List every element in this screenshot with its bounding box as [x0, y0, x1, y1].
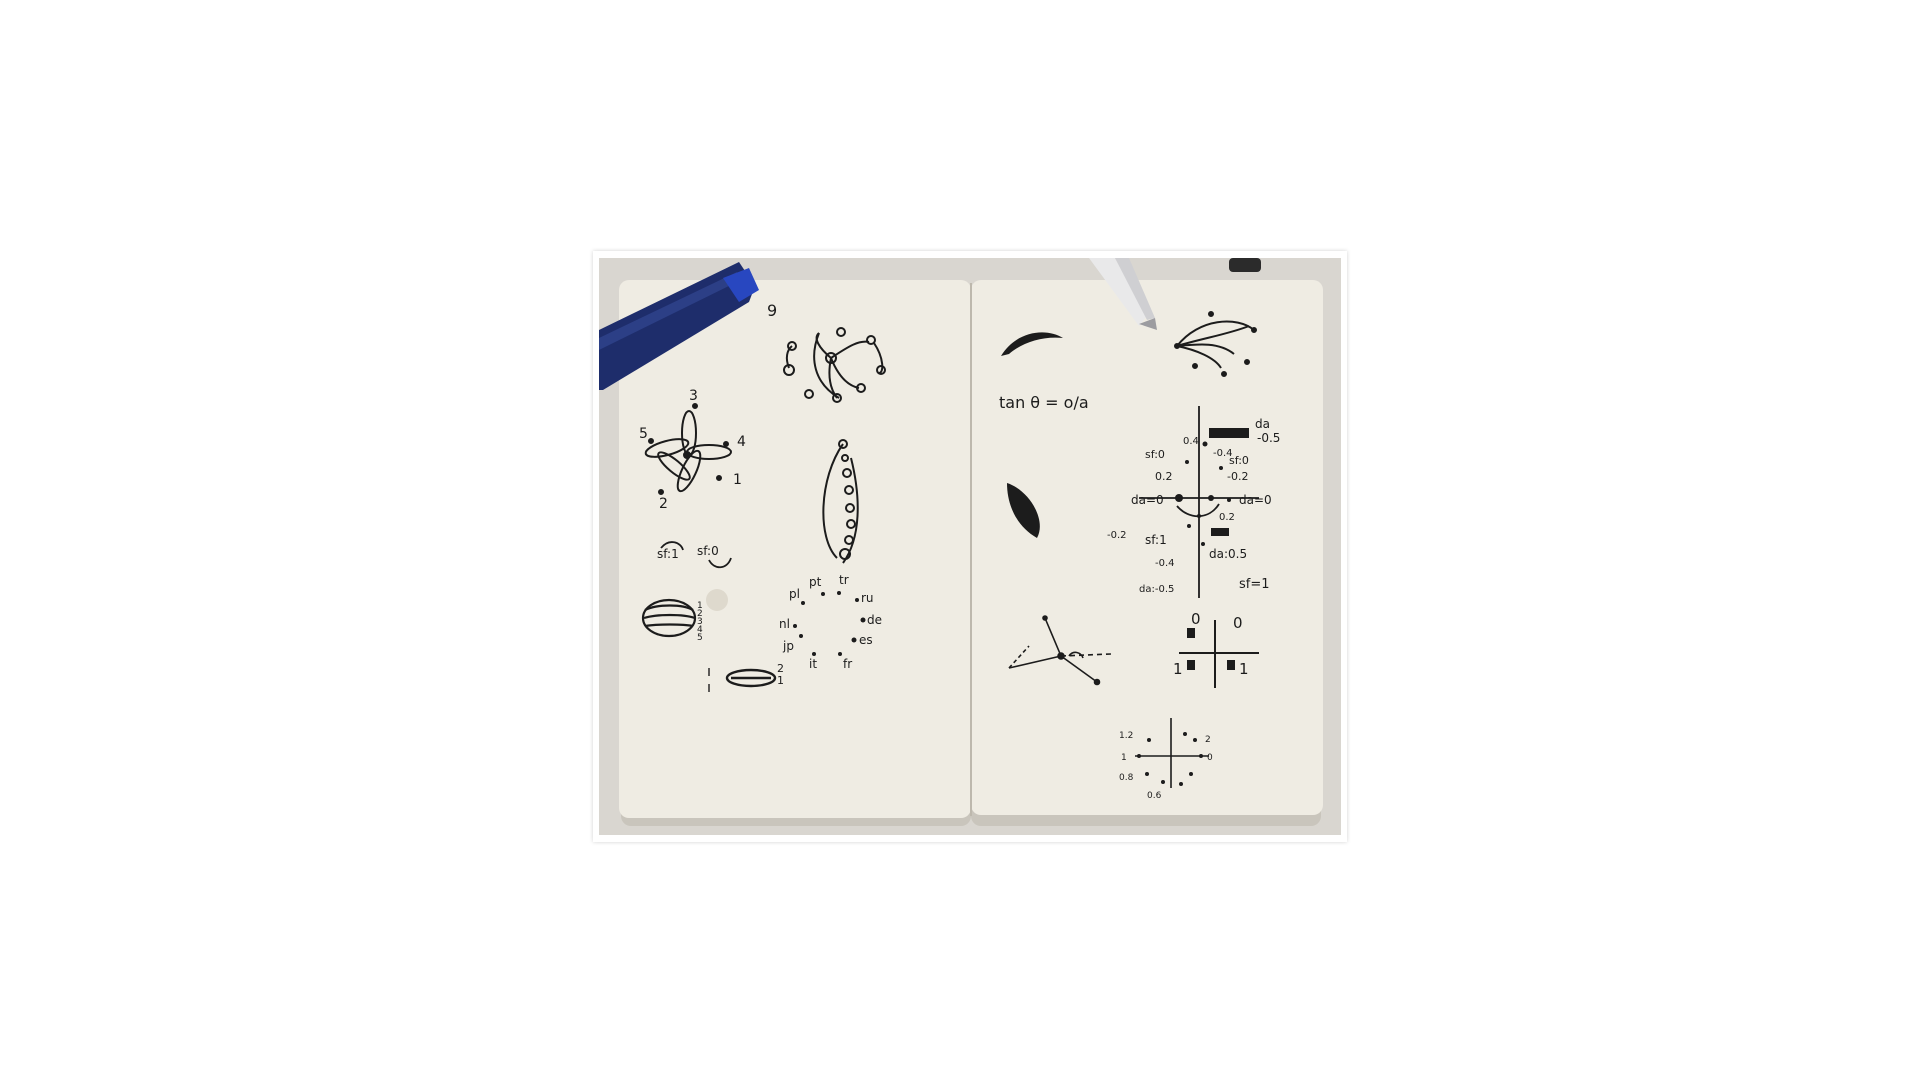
rotation-sketch — [660, 541, 732, 569]
country-pt: pt — [809, 575, 822, 589]
angle-vector-sketch — [1008, 615, 1112, 686]
ring-graph-sketch — [783, 327, 886, 403]
country-fr: fr — [843, 657, 852, 671]
chart-label-sf1: sf:1 — [1145, 533, 1167, 547]
quadrant-sketch — [1179, 620, 1259, 688]
elastic-band — [1229, 258, 1261, 272]
dial-label-2: 2 — [1205, 735, 1211, 745]
quadrant-label-bottom-left: 1 — [1173, 660, 1183, 678]
country-dots — [793, 591, 866, 656]
dial-label-0: 0 — [1207, 753, 1213, 763]
chart-label-minus-05: -0.5 — [1257, 431, 1280, 445]
chart-label-da-minus-05: da:-0.5 — [1139, 584, 1174, 595]
chart-label-02-low: 0.2 — [1219, 512, 1235, 523]
country-jp: jp — [782, 639, 794, 653]
quadrant-label-top-left: 0 — [1191, 610, 1201, 628]
ring-label: 9 — [767, 301, 777, 320]
stack-label-3: 3 — [697, 617, 703, 627]
quadrant-label-top-right: 0 — [1233, 614, 1243, 632]
petal-label-1: 1 — [733, 472, 742, 488]
stack-label-2: 2 — [697, 609, 703, 619]
rotation-label-sf0: sf:0 — [697, 544, 719, 558]
country-it: it — [809, 657, 817, 671]
white-pen — [1089, 258, 1157, 330]
fan-sketch — [1174, 311, 1257, 377]
chart-label-02: 0.2 — [1155, 470, 1173, 483]
chart-label-minus-02: -0.2 — [1227, 470, 1248, 483]
chart-label-minus-04: -0.4 — [1213, 448, 1233, 459]
country-pl: pl — [789, 587, 800, 601]
petal-label-4: 4 — [737, 434, 746, 450]
chart-label-sf0-left: sf:0 — [1145, 448, 1165, 461]
chart-label-minus-02-low: -0.2 — [1107, 530, 1127, 541]
chart-label-da05: da:0.5 — [1209, 547, 1247, 561]
dial-label-08: 0.8 — [1119, 773, 1134, 783]
right-page — [971, 280, 1323, 815]
chart-label-minus-04-low: -0.4 — [1155, 558, 1175, 569]
petal-flower-sketch — [644, 403, 732, 495]
stack-label-4: 4 — [697, 625, 703, 635]
leaf-sketch — [1007, 483, 1040, 538]
dial-label-06: 0.6 — [1147, 791, 1162, 801]
petal-label-3: 3 — [689, 388, 698, 404]
tan-formula: tan θ = o/a — [999, 393, 1089, 412]
dial-label-1: 1 — [1121, 753, 1127, 763]
country-nl: nl — [779, 617, 790, 631]
chart-label-sf0-right: sf:0 — [1229, 454, 1249, 467]
stacked-lens-sketch — [641, 589, 728, 638]
left-page — [619, 280, 971, 818]
dial-label-12: 1.2 — [1119, 731, 1133, 741]
chart-label-da: da — [1255, 417, 1270, 431]
notebook-photo: 9 3 5 4 1 2 — [599, 258, 1341, 835]
chart-label-da0-right: da=0 — [1239, 493, 1272, 507]
country-tr: tr — [839, 573, 849, 587]
dial-dots — [1137, 732, 1203, 786]
vertical-chain-sketch — [822, 439, 859, 564]
petal-label-2: 2 — [659, 496, 668, 512]
quadrant-label-bottom-right: 1 — [1239, 660, 1249, 678]
axis-chart-dots — [1175, 441, 1231, 546]
country-ru: ru — [861, 591, 874, 605]
country-es: es — [859, 633, 873, 647]
lens-label-1: 1 — [777, 674, 784, 687]
photo-frame: 9 3 5 4 1 2 — [593, 251, 1347, 842]
chart-label-04: 0.4 — [1183, 436, 1199, 447]
lens-sketch — [708, 668, 777, 692]
petal-label-5: 5 — [639, 426, 648, 442]
blue-pen — [599, 262, 759, 390]
stack-label-1: 1 — [697, 601, 703, 611]
dial-sketch — [1135, 718, 1209, 788]
notebook-illustration: 9 3 5 4 1 2 — [599, 258, 1341, 835]
lens-label-2: 2 — [777, 662, 784, 675]
chart-label-da0-left: da=0 — [1131, 493, 1164, 507]
chart-label-sf-eq-1: sf=1 — [1239, 577, 1270, 592]
country-de: de — [867, 613, 882, 627]
crescent-sketch — [1001, 332, 1063, 356]
rotation-label-sf1: sf:1 — [657, 547, 679, 561]
stack-label-5: 5 — [697, 633, 703, 643]
